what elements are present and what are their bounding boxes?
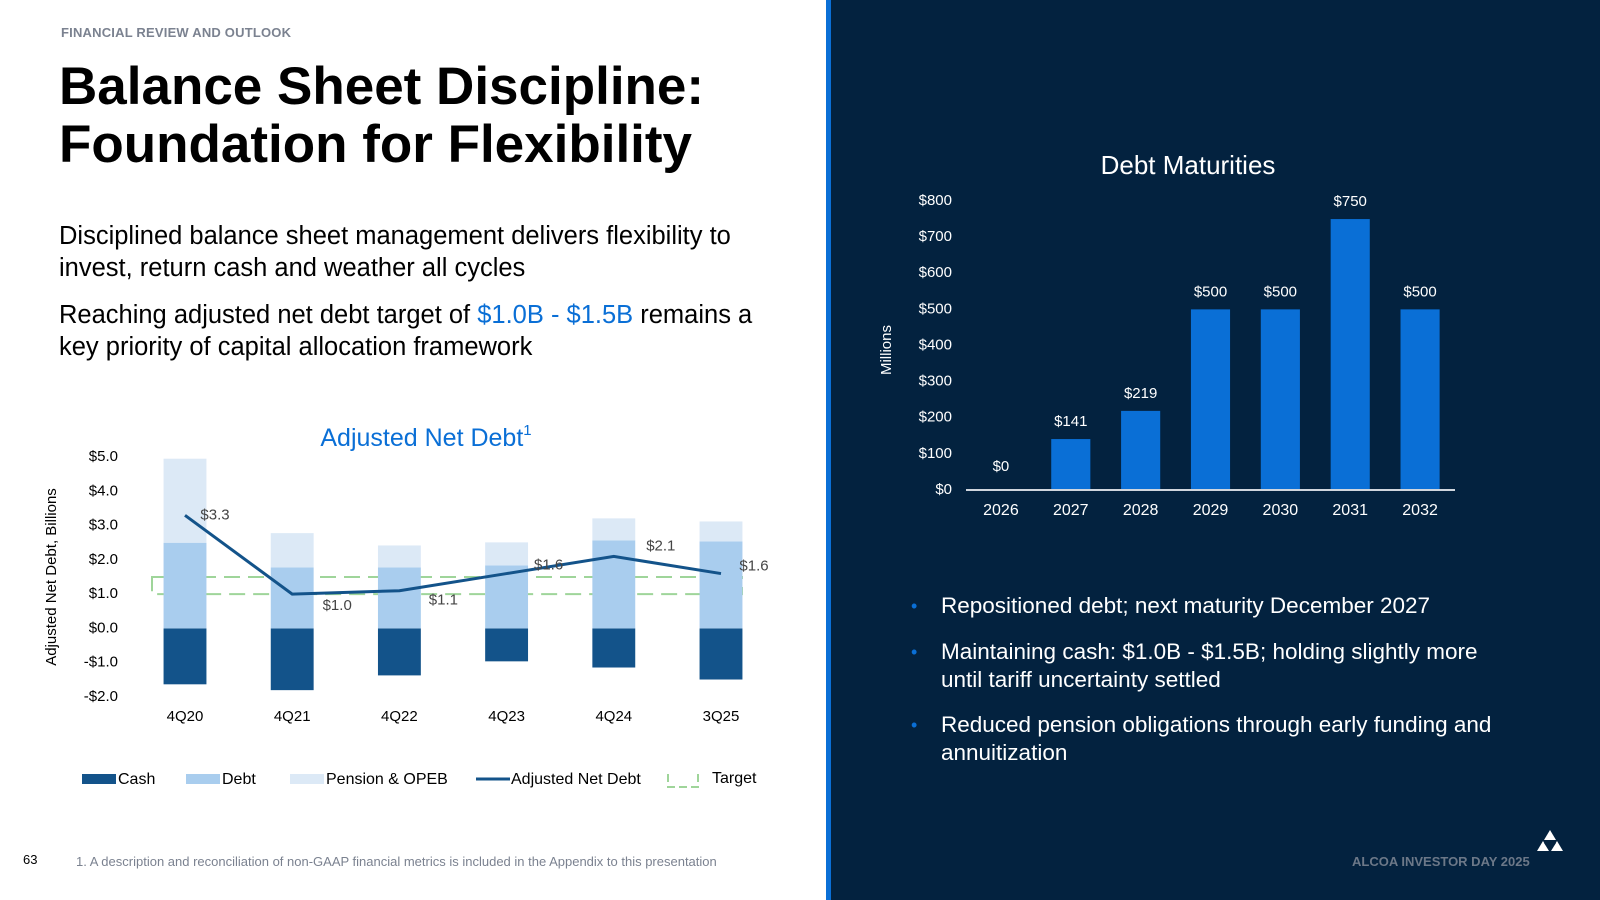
legend-label: Cash [118, 771, 155, 788]
y-tick-label: $0.0 [89, 619, 118, 636]
bar-segment [699, 628, 743, 680]
bar-segment [485, 565, 529, 629]
x-tick-label: 4Q20 [167, 708, 204, 725]
data-label: $3.3 [200, 506, 229, 523]
y-tick-label: $4.0 [89, 482, 118, 499]
y-tick-label: $5.0 [89, 448, 118, 465]
bar-segment [270, 567, 314, 629]
paragraph: Disciplined balance sheet management del… [59, 220, 769, 284]
legend-label: Pension & OPEB [326, 771, 448, 788]
data-label: $2.1 [646, 537, 675, 554]
y-tick-label: $3.0 [89, 517, 118, 534]
y-tick-label: -$1.0 [84, 654, 118, 671]
legend-swatch [667, 774, 699, 788]
x-tick-label: 4Q21 [274, 708, 311, 725]
text: remains a key priority of capital alloca… [59, 301, 753, 361]
y-tick-label: $2.0 [89, 551, 118, 568]
legend-label: Debt [222, 771, 256, 788]
x-tick-label: 3Q25 [703, 708, 740, 725]
data-label: $1.6 [739, 558, 768, 575]
x-tick-label: 4Q22 [381, 708, 418, 725]
bar-segment [592, 628, 636, 668]
separator [826, 0, 831, 900]
bullet: • Reduced pension obligations through ear… [911, 712, 1492, 765]
bar-segment [270, 628, 314, 691]
y-tick-label: $1.0 [89, 585, 118, 602]
bar-segment [163, 628, 207, 685]
title-note: 1 [523, 422, 531, 439]
bar-segment [377, 567, 421, 629]
eyebrow: FINANCIAL REVIEW AND OUTLOOK [61, 25, 292, 40]
chart-title: Adjusted Net Debt1 [320, 422, 531, 452]
text: Disciplined balance sheet management del… [59, 222, 731, 282]
paragraph: Reaching adjusted net debt target of $1.… [59, 299, 769, 363]
legend-swatch [186, 774, 220, 784]
bar-segment [485, 628, 529, 662]
data-label: $1.6 [534, 557, 563, 574]
bullet: • Maintaining cash: $1.0B - $1.5B; holdin… [911, 639, 1478, 692]
legend-swatch [290, 774, 324, 784]
bar-segment [377, 628, 421, 676]
title: Foundation for Flexibility [59, 115, 693, 174]
highlight: $1.0B - $1.5B [477, 301, 634, 329]
bullet-text: Repositioned debt; next maturity Decembe… [941, 593, 1431, 618]
bar-segment [592, 518, 636, 541]
page-number: 63 [23, 852, 38, 867]
x-tick-label: 4Q23 [488, 708, 525, 725]
bullet-text: Reduced pension obligations through earl… [941, 712, 1492, 765]
legend-label: Adjusted Net Debt [511, 771, 641, 788]
bar-segment [699, 541, 743, 629]
bar-segment [163, 542, 207, 629]
legend-swatch [82, 774, 116, 784]
data-label: $1.1 [429, 592, 458, 609]
y-axis-label: Adjusted Net Debt, Billions [43, 488, 60, 666]
bar-segment [377, 545, 421, 568]
y-tick-label: -$2.0 [84, 688, 118, 705]
data-label: $1.0 [323, 597, 352, 614]
legend-label: Target [712, 770, 757, 787]
x-tick-label: 4Q24 [595, 708, 632, 725]
brand: ALCOA INVESTOR DAY 2025 [1352, 854, 1530, 869]
bar-segment [699, 521, 743, 542]
line [184, 514, 722, 596]
target-band [151, 576, 743, 596]
bar-segment [592, 540, 636, 629]
text: Reaching adjusted net debt target of [59, 301, 478, 329]
title-text: Adjusted Net Debt [320, 424, 523, 452]
bullet: • Repositioned debt; next maturity Decemb… [911, 593, 1431, 618]
bar-segment [163, 458, 207, 543]
footnote: 1. A description and reconciliation of n… [76, 854, 717, 869]
bar-segment [485, 542, 529, 566]
bullet-text: Maintaining cash: $1.0B - $1.5B; holding… [941, 639, 1478, 692]
bar-segment [270, 533, 314, 568]
title: Balance Sheet Discipline: [59, 57, 705, 116]
